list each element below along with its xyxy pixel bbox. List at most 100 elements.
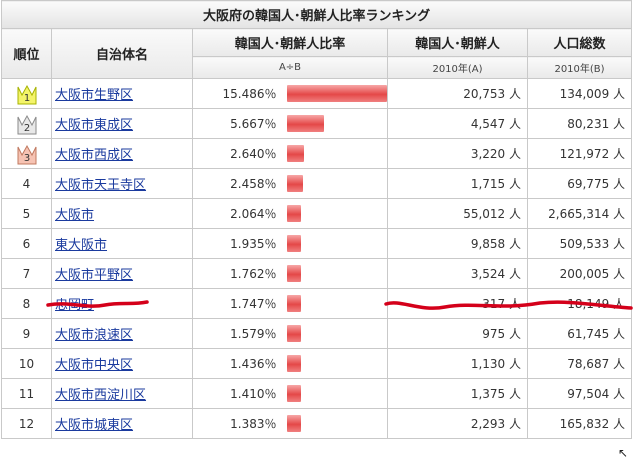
rank-number: 9 (22, 326, 31, 341)
population-cell: 134,009 人 (526, 78, 633, 109)
ratio-cell: 2.064％ (192, 198, 281, 229)
municipality-cell: 大阪市平野区 (51, 258, 193, 289)
municipality-cell: 大阪市天王寺区 (51, 168, 193, 199)
table-row: 1 大阪市生野区 15.486％ 20,753 人 134,009 人 (1, 78, 633, 109)
ratio-cell: 1.383％ (192, 408, 281, 439)
table-caption: 大阪府の韓国人･朝鮮人比率ランキング (0, 0, 633, 29)
municipality-link[interactable]: 大阪市平野区 (55, 268, 134, 283)
header-name: 自治体名 (51, 28, 193, 79)
rank-number: 7 (22, 266, 31, 281)
rank-number: 10 (18, 356, 35, 371)
korean-count-cell: 975 人 (387, 318, 528, 349)
municipality-cell: 大阪市生野区 (51, 78, 193, 109)
korean-count-cell: 4,547 人 (387, 108, 528, 139)
ratio-bar (286, 295, 301, 312)
ratio-bar (286, 325, 301, 342)
rank-number: 5 (22, 206, 31, 221)
korean-count-cell: 55,012 人 (387, 198, 528, 229)
municipality-link[interactable]: 大阪市 (55, 208, 95, 223)
ratio-cell: 5.667％ (192, 108, 281, 139)
rank-cell: 2 (1, 108, 52, 139)
table-row: 10 大阪市中央区 1.436％ 1,130 人 78,687 人 (1, 348, 633, 379)
header-population: 人口総数 (526, 28, 633, 57)
ratio-cell: 2.458％ (192, 168, 281, 199)
municipality-link[interactable]: 大阪市浪速区 (55, 328, 134, 343)
ratio-bar-cell (280, 78, 388, 109)
municipality-link[interactable]: 大阪市中央区 (55, 358, 134, 373)
ratio-cell: 1.436％ (192, 348, 281, 379)
rank-number: 11 (18, 386, 35, 401)
korean-count-cell: 2,293 人 (387, 408, 528, 439)
population-cell: 18,149 人 (526, 288, 633, 319)
ratio-bar-cell (280, 108, 388, 139)
municipality-cell: 東大阪市 (51, 228, 193, 259)
municipality-cell: 大阪市東成区 (51, 108, 193, 139)
rank-cell: 10 (1, 348, 52, 379)
population-cell: 165,832 人 (526, 408, 633, 439)
table-row: 7 大阪市平野区 1.762％ 3,524 人 200,005 人 (1, 258, 633, 289)
municipality-link[interactable]: 大阪市天王寺区 (55, 178, 147, 193)
header-population-sub: 2010年(B) (526, 56, 633, 79)
header-ratio-sub: A÷B (192, 56, 388, 79)
municipality-link[interactable]: 東大阪市 (55, 238, 108, 253)
population-cell: 121,972 人 (526, 138, 633, 169)
rank-cell: 1 (1, 78, 52, 109)
ratio-bar-cell (280, 288, 388, 319)
ratio-bar-cell (280, 378, 388, 409)
header-korean-sub: 2010年(A) (387, 56, 528, 79)
rank-number: 6 (22, 236, 31, 251)
table-row: 11 大阪市西淀川区 1.410％ 1,375 人 97,504 人 (1, 378, 633, 409)
korean-count-cell: 3,524 人 (387, 258, 528, 289)
ratio-bar-cell (280, 138, 388, 169)
ratio-bar (286, 415, 301, 432)
ratio-bar (286, 205, 301, 222)
rank-cell: 12 (1, 408, 52, 439)
rank-cell: 5 (1, 198, 52, 229)
ratio-bar (286, 235, 301, 252)
korean-count-cell: 317 人 (387, 288, 528, 319)
crown-rank: 1 (23, 93, 29, 104)
population-cell: 200,005 人 (526, 258, 633, 289)
ratio-cell: 1.747％ (192, 288, 281, 319)
korean-count-cell: 3,220 人 (387, 138, 528, 169)
population-cell: 97,504 人 (526, 378, 633, 409)
population-cell: 2,665,314 人 (526, 198, 633, 229)
header-korean: 韓国人･朝鮮人 (387, 28, 528, 57)
ratio-cell: 15.486％ (192, 78, 281, 109)
rank-cell: 8 (1, 288, 52, 319)
municipality-link[interactable]: 大阪市西成区 (55, 148, 134, 163)
table-row: 5 大阪市 2.064％ 55,012 人 2,665,314 人 (1, 198, 633, 229)
ratio-bar-cell (280, 408, 388, 439)
population-cell: 78,687 人 (526, 348, 633, 379)
crown-rank: 2 (23, 123, 29, 134)
table-body: 1 大阪市生野区 15.486％ 20,753 人 134,009 人 2 大阪市東成区 5.… (1, 78, 633, 439)
rank-cell: 3 (1, 138, 52, 169)
crown-icon: 3 (17, 144, 36, 164)
ratio-cell: 1.579％ (192, 318, 281, 349)
municipality-link[interactable]: 大阪市城東区 (55, 418, 134, 433)
ratio-bar (286, 145, 304, 162)
korean-count-cell: 1,715 人 (387, 168, 528, 199)
table-row: 6 東大阪市 1.935％ 9,858 人 509,533 人 (1, 228, 633, 259)
ratio-cell: 2.640％ (192, 138, 281, 169)
rank-number: 4 (22, 176, 31, 191)
ratio-bar-cell (280, 258, 388, 289)
header-ratio: 韓国人･朝鮮人比率 (192, 28, 388, 57)
municipality-cell: 大阪市 (51, 198, 193, 229)
korean-count-cell: 1,130 人 (387, 348, 528, 379)
rank-cell: 6 (1, 228, 52, 259)
crown-rank: 3 (23, 153, 29, 164)
crown-icon: 1 (17, 84, 36, 104)
ratio-bar (286, 115, 324, 132)
municipality-link[interactable]: 大阪市生野区 (55, 88, 134, 103)
rank-number: 8 (22, 296, 31, 311)
ratio-bar-cell (280, 198, 388, 229)
ratio-bar (286, 85, 387, 102)
ratio-cell: 1.410％ (192, 378, 281, 409)
municipality-link[interactable]: 大阪市西淀川区 (55, 388, 147, 403)
municipality-link[interactable]: 大阪市東成区 (55, 118, 134, 133)
rank-cell: 11 (1, 378, 52, 409)
ratio-bar (286, 385, 301, 402)
header-rank: 順位 (1, 28, 52, 79)
municipality-link[interactable]: 忠岡町 (55, 298, 95, 313)
